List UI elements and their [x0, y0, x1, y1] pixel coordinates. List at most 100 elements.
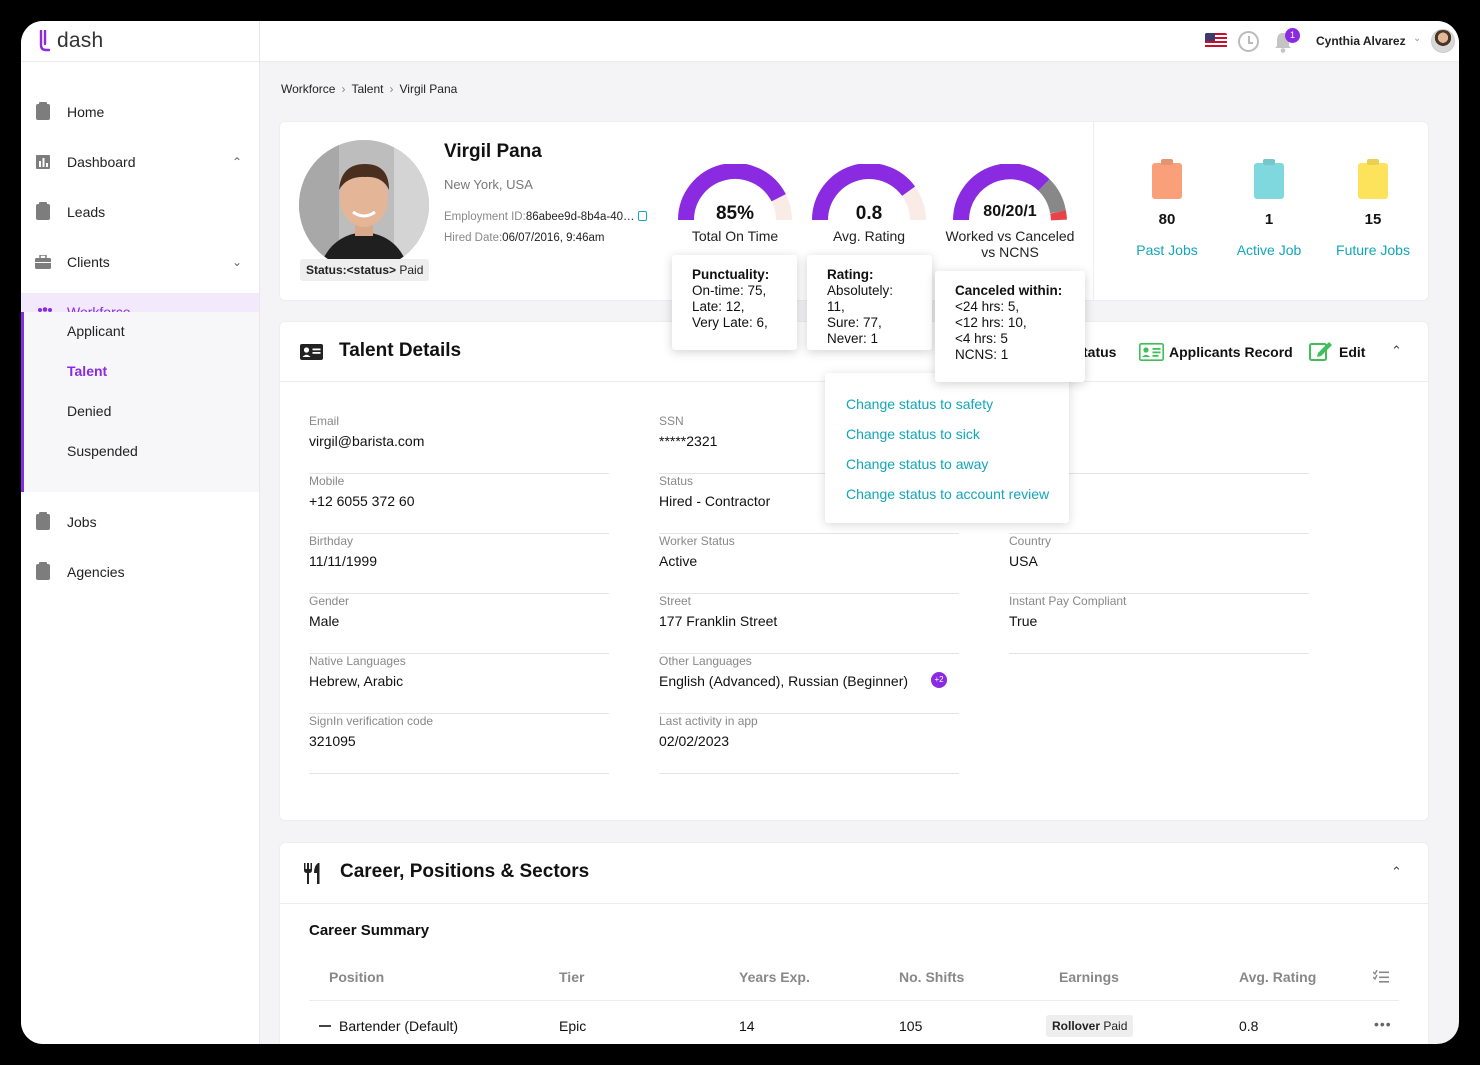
sidebar-item-label: Dashboard [67, 154, 136, 170]
dash-logo-icon [39, 30, 51, 52]
edit-button[interactable]: Edit [1339, 344, 1366, 360]
field-label: Native Languages [309, 654, 406, 668]
breadcrumb-talent[interactable]: Talent [351, 82, 384, 96]
column-header[interactable]: No. Shifts [899, 969, 965, 985]
active-job-link[interactable]: Active Job [1236, 242, 1302, 258]
app-window: dash 1 Cynthia Alvarez ⌄ Home Dashboard … [21, 21, 1459, 1044]
past-jobs-link[interactable]: Past Jobs [1136, 242, 1198, 258]
rating-gauge [812, 164, 926, 221]
sidebar-subitem-label: Denied [67, 403, 112, 419]
future-jobs-count: 15 [1364, 211, 1382, 228]
punctuality-tooltip: Punctuality: On-time: 75, Late: 12, Very… [672, 255, 797, 350]
clipboard-icon [1358, 163, 1388, 199]
field-label: Worker Status [659, 534, 735, 548]
applicants-record-button[interactable]: Applicants Record [1169, 344, 1293, 360]
chevron-up-icon[interactable]: ⌃ [232, 155, 243, 169]
clipboard-icon [36, 202, 50, 220]
status-label: Status:<status> [306, 263, 397, 277]
field-value: 02/02/2023 [659, 733, 730, 749]
more-languages-badge[interactable]: +2 [931, 672, 947, 688]
table-cell-rating: 0.8 [1239, 1018, 1259, 1034]
field-mobile: Mobile +12 6055 372 60 [309, 474, 609, 534]
field-signin-code: SignIn verification code 321095 [309, 714, 609, 774]
sidebar-subitem-talent[interactable]: Talent [21, 352, 259, 390]
chevron-down-icon[interactable]: ⌄ [232, 255, 243, 269]
clipboard-icon [1254, 163, 1284, 199]
field-last-activity: Last activity in app 02/02/2023 [659, 714, 959, 774]
sidebar-subitem-suspended[interactable]: Suspended [21, 432, 259, 470]
sidebar-subitem-label: Suspended [67, 443, 138, 459]
tooltip-title: Punctuality: [692, 267, 770, 282]
sidebar-subitem-applicant[interactable]: Applicant [21, 312, 259, 350]
sidebar-item-leads[interactable]: Leads [21, 193, 259, 231]
sidebar-item-home[interactable]: Home [21, 93, 259, 131]
sidebar-subitem-denied[interactable]: Denied [21, 392, 259, 430]
worked-canceled-gauge [953, 164, 1067, 221]
sidebar-item-dashboard[interactable]: Dashboard ⌃ [21, 143, 259, 181]
tooltip-line: Sure: 77, [827, 315, 882, 330]
field-label: Birthday [309, 534, 354, 548]
earnings-badge-bold: Rollover [1052, 1019, 1101, 1033]
column-header[interactable]: Tier [559, 969, 585, 985]
field-value: 177 Franklin Street [659, 613, 778, 629]
field-value: USA [1009, 553, 1038, 569]
field-label: Status [659, 474, 694, 488]
breadcrumb-workforce[interactable]: Workforce [281, 82, 336, 96]
breadcrumb-current: Virgil Pana [399, 82, 458, 96]
career-card [279, 842, 1429, 1044]
clock-icon[interactable] [1238, 31, 1259, 52]
chevron-up-icon[interactable]: ⌃ [1391, 864, 1402, 879]
employment-id-value: 86abee9d-8b4a-40… [525, 211, 635, 223]
field-value: Hired - Contractor [659, 493, 771, 509]
copy-icon[interactable] [637, 211, 647, 221]
field-label: Last activity in app [659, 714, 758, 728]
profile-photo [299, 140, 429, 270]
collapse-icon[interactable] [319, 1025, 331, 1027]
field-placeholder-row1 [1009, 414, 1309, 474]
sidebar-item-clients[interactable]: Clients ⌄ [21, 243, 259, 281]
column-header[interactable]: Avg. Rating [1239, 969, 1317, 985]
clipboard-icon [1152, 163, 1182, 199]
sidebar-item-agencies[interactable]: Agencies [21, 553, 259, 591]
menu-item-away[interactable]: Change status to away [846, 456, 989, 472]
menu-item-account-review[interactable]: Change status to account review [846, 486, 1050, 502]
more-options-icon[interactable]: ••• [1374, 1016, 1392, 1032]
future-jobs-link[interactable]: Future Jobs [1336, 242, 1410, 258]
user-name[interactable]: Cynthia Alvarez [1316, 34, 1406, 48]
chevron-up-icon[interactable]: ⌃ [1391, 343, 1402, 358]
tooltip-line: Very Late: 6, [692, 315, 768, 330]
logo[interactable]: dash [37, 29, 103, 53]
chevron-down-icon[interactable]: ⌄ [1413, 33, 1422, 44]
avatar[interactable] [1431, 29, 1455, 53]
chart-icon [36, 155, 50, 169]
section-divider [279, 903, 1429, 904]
sidebar-item-label: Agencies [67, 564, 125, 580]
menu-item-sick[interactable]: Change status to sick [846, 426, 980, 442]
field-placeholder-row2 [1009, 474, 1309, 534]
field-ssn: SSN *****2321 [659, 414, 959, 474]
us-flag-icon[interactable] [1205, 33, 1227, 48]
on-time-gauge [678, 164, 792, 221]
gauge-label: Total On Time [691, 228, 779, 244]
earnings-badge: Rollover Paid [1046, 1015, 1134, 1037]
sidebar-subitem-label: Talent [67, 363, 108, 379]
column-header[interactable]: Position [329, 969, 385, 985]
field-value: 321095 [309, 733, 356, 749]
breadcrumb: Workforce › Talent › Virgil Pana [281, 82, 457, 96]
column-settings-icon[interactable] [1373, 970, 1389, 983]
sidebar-item-label: Clients [67, 254, 110, 270]
tooltip-line: Absolutely: 11, [827, 283, 894, 314]
column-header[interactable]: Years Exp. [739, 969, 810, 985]
status-button[interactable]: tatus [1083, 344, 1117, 360]
field-worker-status: Worker Status Active [659, 534, 959, 594]
profile-location: New York, USA [444, 177, 533, 192]
sidebar-item-jobs[interactable]: Jobs [21, 503, 259, 541]
canceled-tooltip: Canceled within: <24 hrs: 5, <12 hrs: 10… [935, 271, 1085, 382]
field-value: English (Advanced), Russian (Beginner) [659, 673, 909, 689]
field-native-languages: Native Languages Hebrew, Arabic [309, 654, 609, 714]
menu-item-safety[interactable]: Change status to safety [846, 396, 994, 412]
chevron-right-icon: › [341, 82, 346, 96]
column-header[interactable]: Earnings [1059, 969, 1119, 985]
logo-text: dash [57, 29, 104, 52]
sidebar-item-label: Jobs [67, 514, 97, 530]
